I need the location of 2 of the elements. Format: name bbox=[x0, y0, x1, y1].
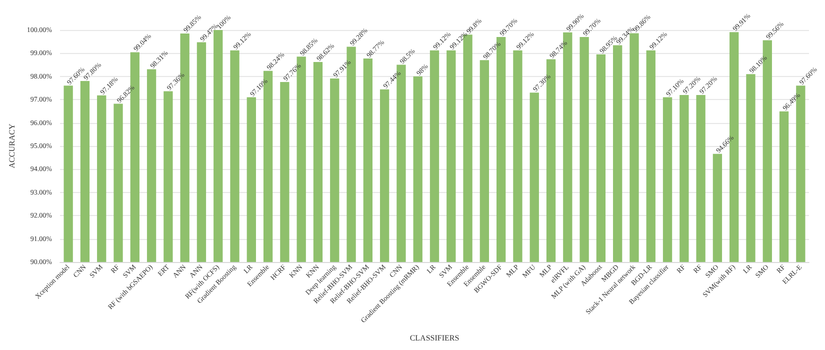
x-axis-title: CLASSIFIERS bbox=[410, 334, 460, 342]
y-axis-title: ACCURACY bbox=[8, 124, 16, 168]
